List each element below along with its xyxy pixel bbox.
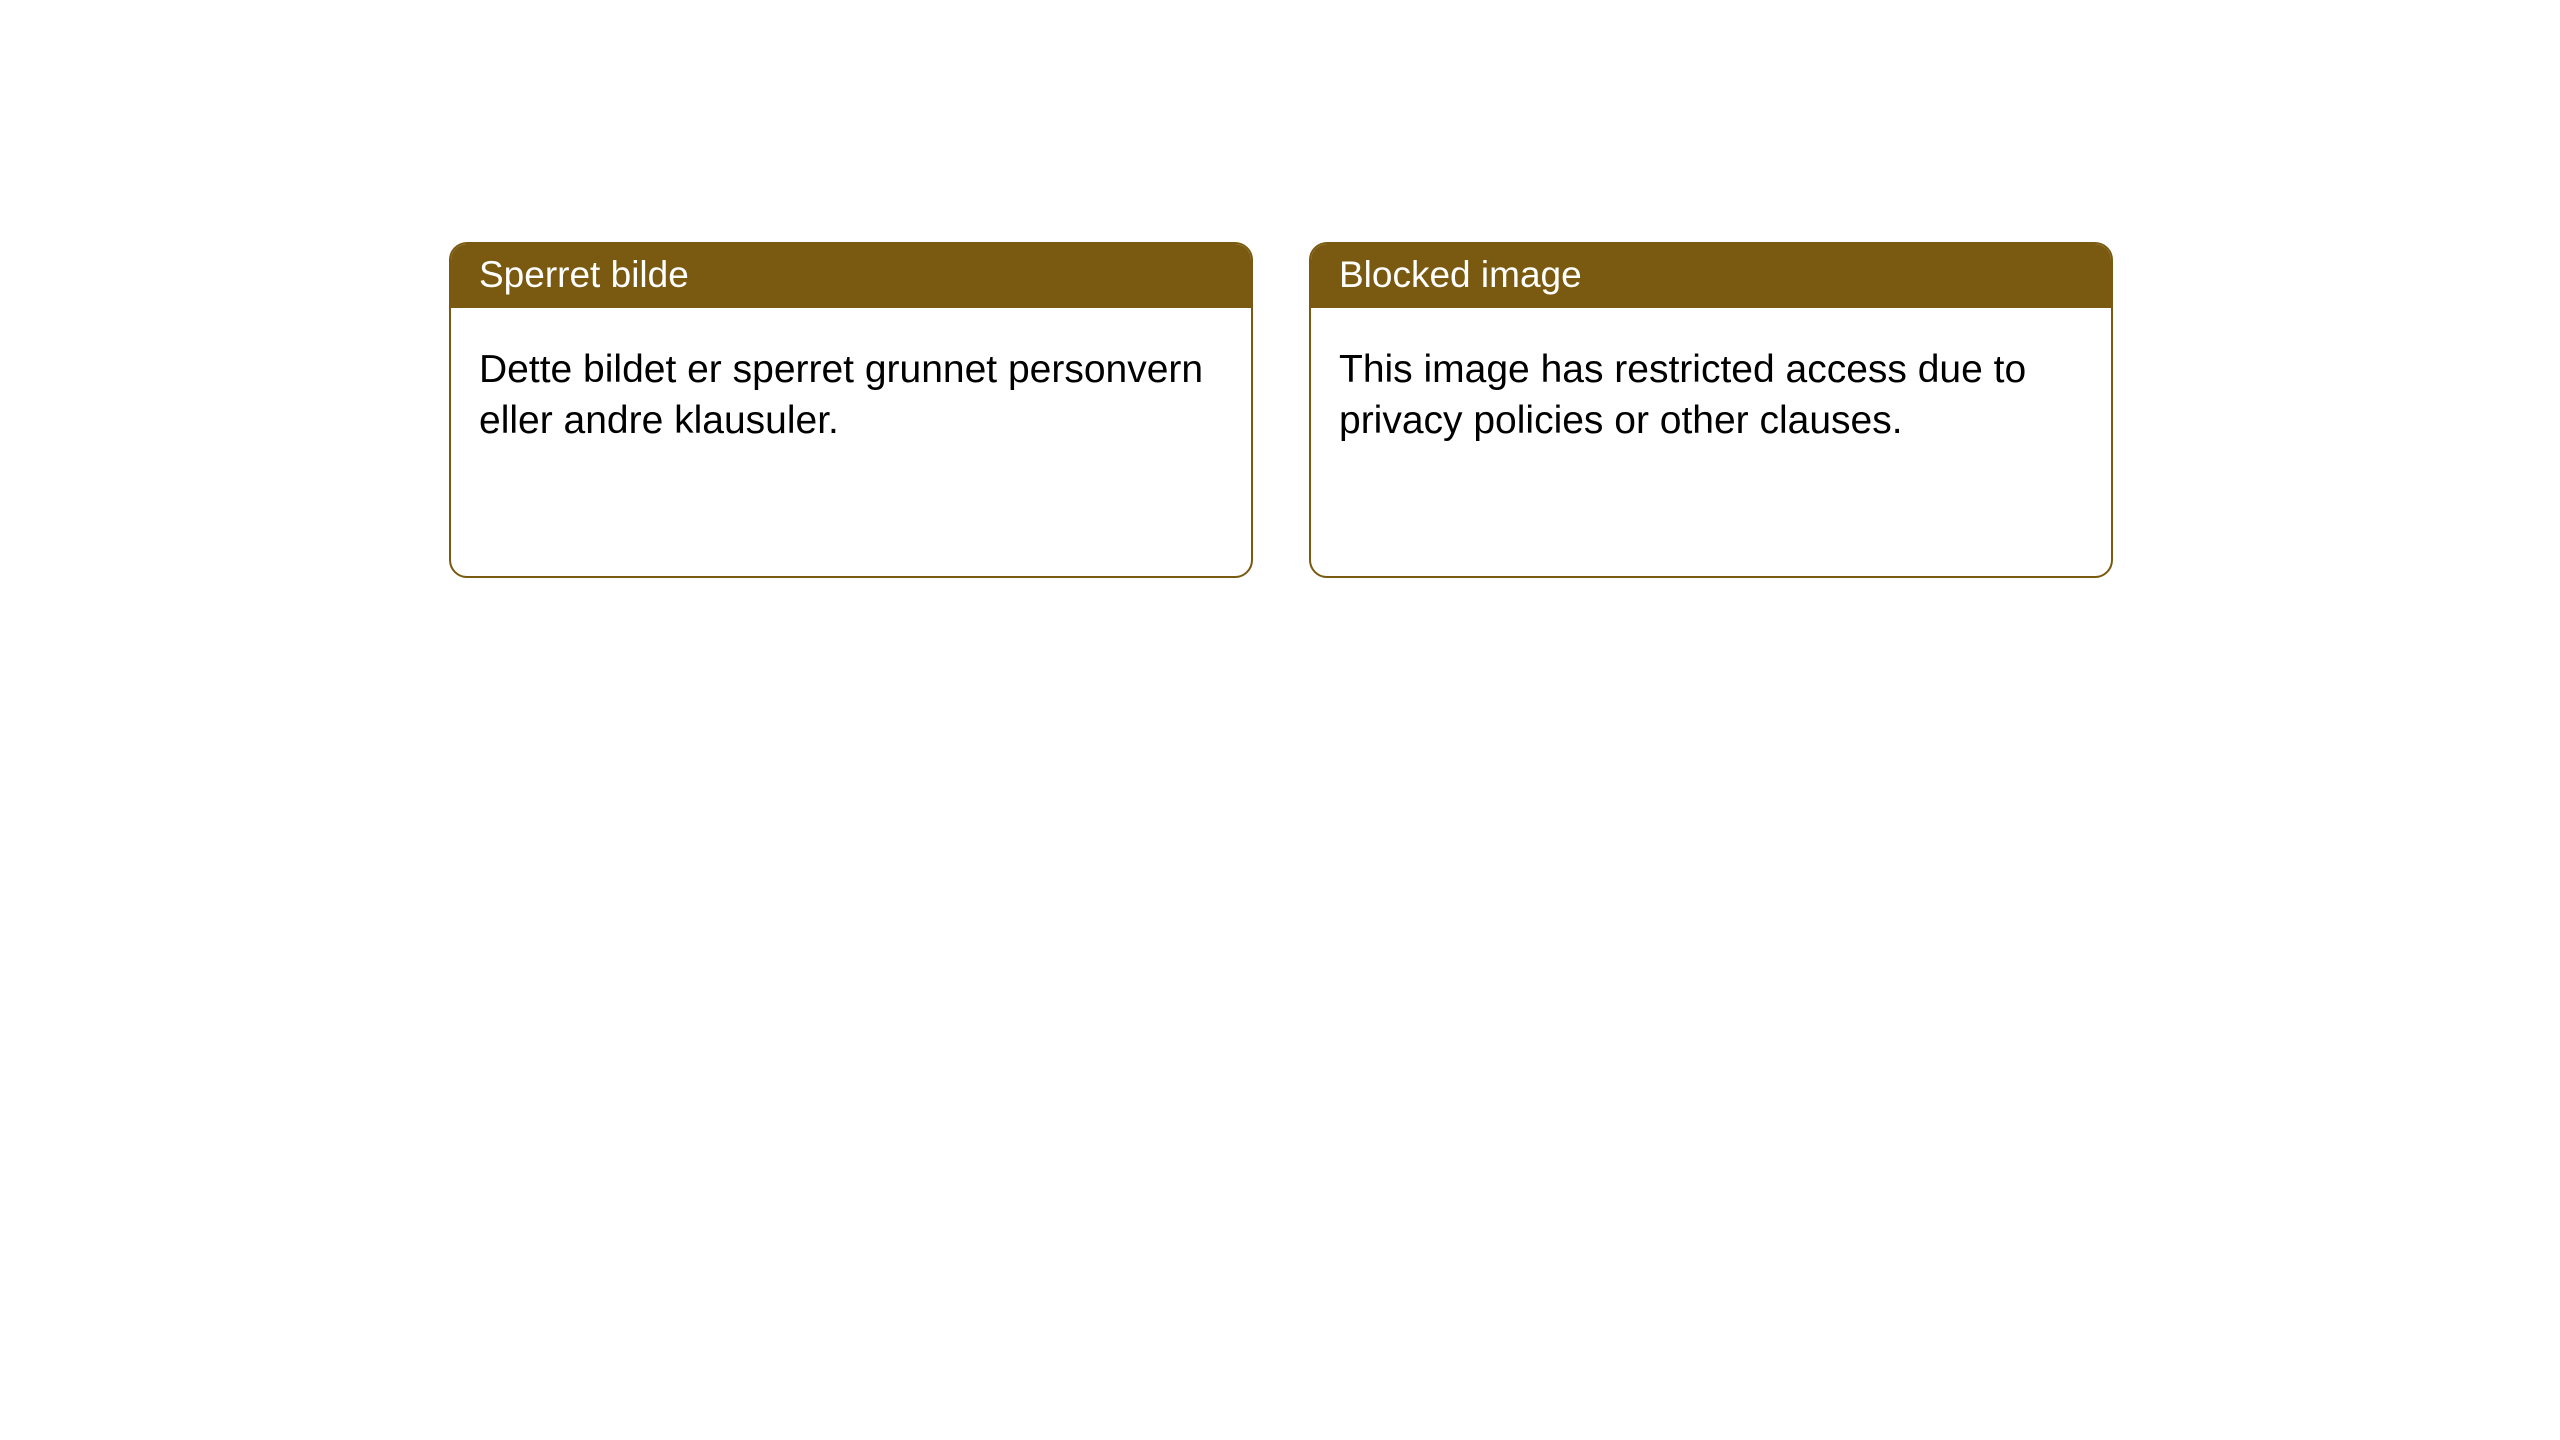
notice-title: Sperret bilde xyxy=(451,244,1251,308)
notice-card-english: Blocked image This image has restricted … xyxy=(1309,242,2113,578)
notice-card-norwegian: Sperret bilde Dette bildet er sperret gr… xyxy=(449,242,1253,578)
notice-title: Blocked image xyxy=(1311,244,2111,308)
notice-container: Sperret bilde Dette bildet er sperret gr… xyxy=(0,0,2560,578)
notice-body: This image has restricted access due to … xyxy=(1311,308,2111,483)
notice-body: Dette bildet er sperret grunnet personve… xyxy=(451,308,1251,483)
